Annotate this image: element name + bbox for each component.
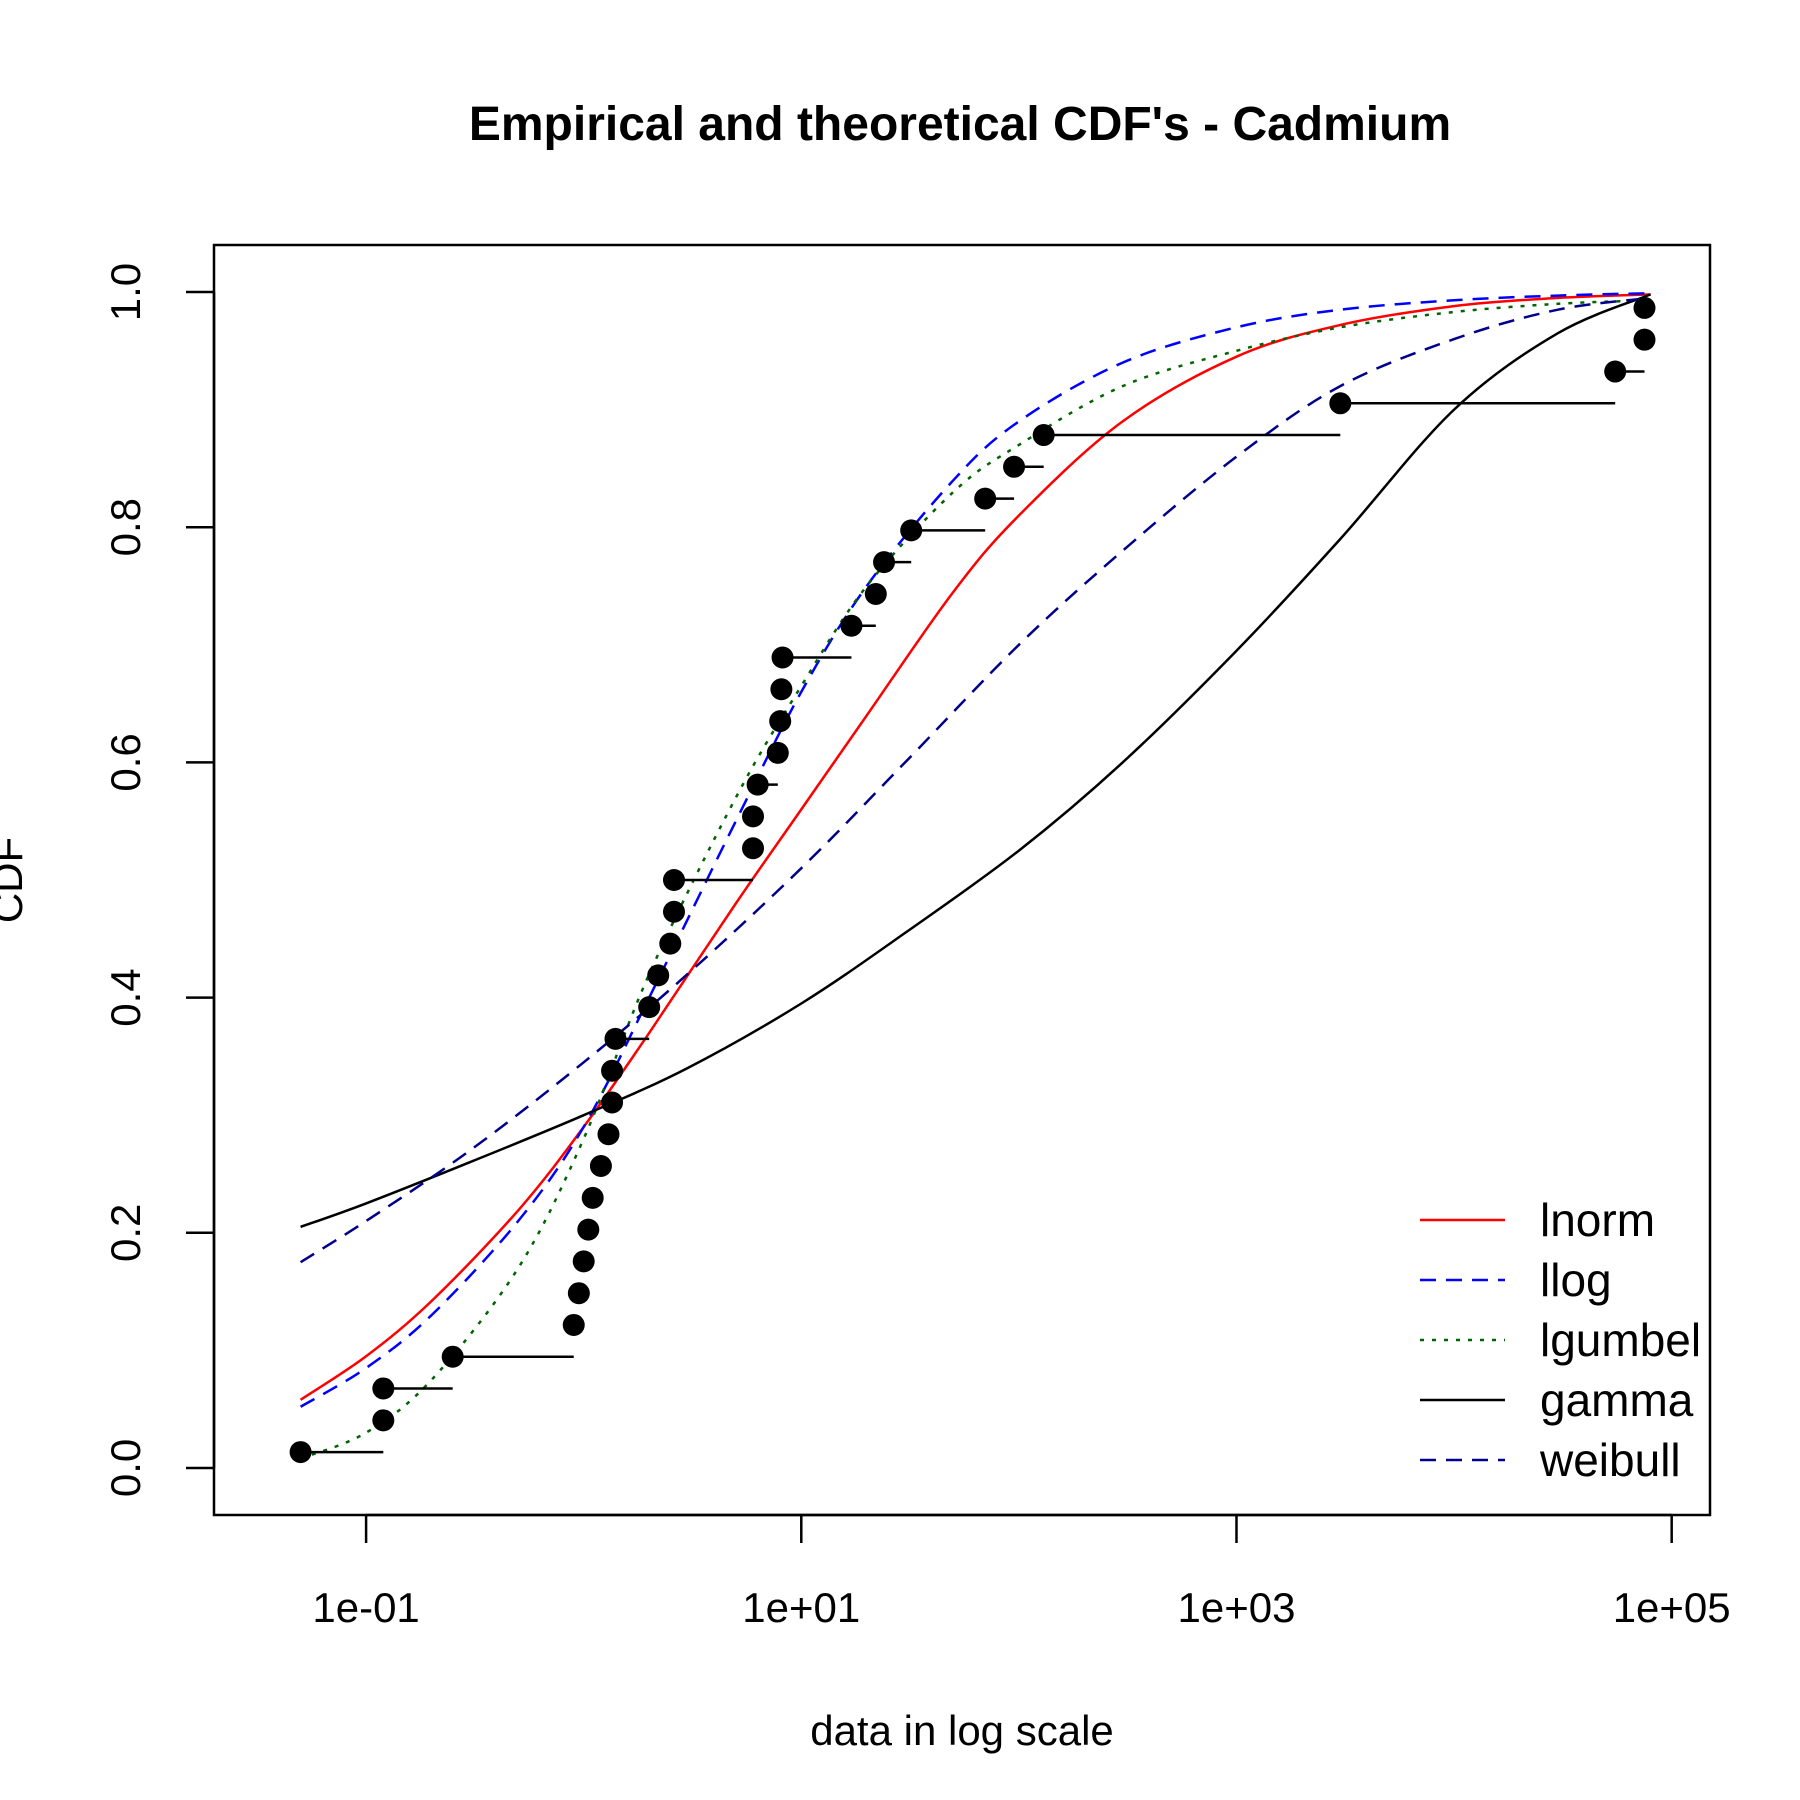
ecdf-point <box>662 900 685 923</box>
y-tick-label: 0.4 <box>102 968 149 1026</box>
x-axis: 1e-01 1e+01 1e+03 1e+05 <box>312 1513 1731 1631</box>
ecdf-point <box>742 805 765 828</box>
curve-lgumbel <box>300 299 1651 1460</box>
curve-lnorm <box>299 293 1651 1401</box>
ecdf-point <box>770 678 793 701</box>
ecdf-point <box>659 932 682 955</box>
x-tick-label: 1e+03 <box>1178 1584 1296 1631</box>
ecdf-point <box>577 1218 600 1241</box>
ecdf-point <box>900 519 923 542</box>
legend: lnorm llog lgumbel gamma weibull <box>1420 1194 1701 1486</box>
ecdf-point <box>1329 392 1352 415</box>
ecdf-point <box>1633 328 1656 351</box>
curve-llog <box>299 291 1651 1408</box>
plot-frame <box>212 243 1712 1517</box>
empirical-points <box>289 296 1656 1464</box>
ecdf-point <box>769 710 792 733</box>
x-axis-label: data in log scale <box>810 1707 1114 1754</box>
ecdf-point <box>974 487 997 510</box>
ecdf-point <box>441 1345 464 1368</box>
curve-gamma <box>300 293 1652 1229</box>
y-tick-label: 0.2 <box>102 1204 149 1262</box>
ecdf-point <box>742 837 765 860</box>
ecdf-point <box>647 964 670 987</box>
legend-label-gamma: gamma <box>1540 1374 1694 1426</box>
y-tick-label: 0.0 <box>102 1439 149 1497</box>
ecdf-point <box>572 1250 595 1273</box>
legend-label-weibull: weibull <box>1539 1434 1681 1486</box>
ecdf-point <box>372 1409 395 1432</box>
ecdf-point <box>1003 455 1026 478</box>
ecdf-point <box>840 614 863 637</box>
ecdf-point <box>601 1059 624 1082</box>
y-tick-label: 0.6 <box>102 733 149 791</box>
ecdf-point <box>746 773 769 796</box>
legend-label-lnorm: lnorm <box>1540 1194 1655 1246</box>
y-tick-label: 0.8 <box>102 498 149 556</box>
ecdf-point <box>567 1282 590 1305</box>
ecdf-point <box>662 869 685 891</box>
ecdf-point <box>864 583 887 606</box>
empirical-steps <box>300 370 1645 1454</box>
ecdf-point <box>873 551 896 574</box>
x-tick-label: 1e+05 <box>1613 1584 1731 1631</box>
ecdf-point <box>289 1441 312 1464</box>
legend-label-lgumbel: lgumbel <box>1540 1314 1701 1366</box>
ecdf-point <box>372 1377 395 1400</box>
y-tick-label: 1.0 <box>102 263 149 321</box>
curve-weibull <box>299 296 1651 1264</box>
legend-label-llog: llog <box>1540 1254 1612 1306</box>
ecdf-point <box>589 1154 612 1177</box>
ecdf-point <box>1032 424 1055 447</box>
ecdf-point <box>597 1123 620 1146</box>
ecdf-point <box>604 1027 627 1050</box>
y-axis-label: CDF <box>0 837 31 923</box>
fitted-curves <box>299 291 1652 1460</box>
ecdf-point <box>581 1186 604 1209</box>
chart-title: Empirical and theoretical CDF's - Cadmiu… <box>469 98 1451 151</box>
ecdf-point <box>638 996 661 1019</box>
ecdf-point <box>766 741 789 764</box>
ecdf-point <box>1633 296 1656 319</box>
x-tick-label: 1e+01 <box>742 1584 860 1631</box>
ecdf-point <box>771 646 794 669</box>
ecdf-point <box>1604 360 1627 383</box>
ecdf-point <box>562 1313 585 1336</box>
x-tick-label: 1e-01 <box>312 1584 419 1631</box>
ecdf-point <box>601 1091 624 1114</box>
y-axis: 0.0 0.2 0.4 0.6 0.8 1.0 <box>102 263 216 1497</box>
